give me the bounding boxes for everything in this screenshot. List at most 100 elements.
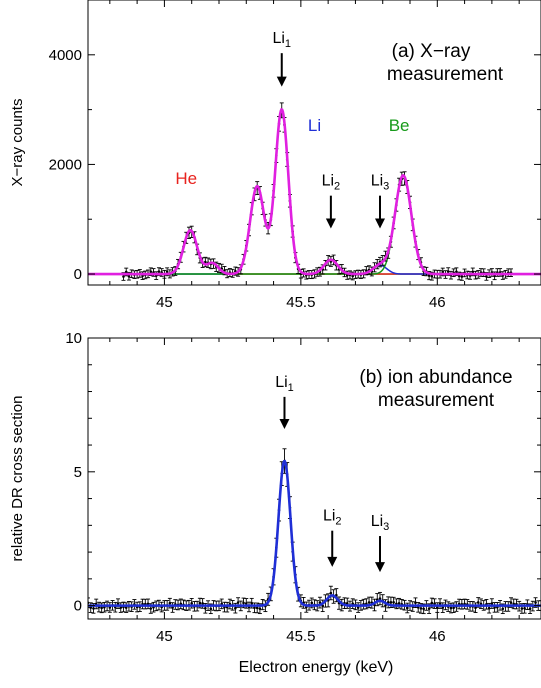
a-y-axis-title: X−ray counts (9, 99, 26, 187)
b-marker-label: Li2 (323, 508, 342, 528)
b-data-point (310, 601, 314, 605)
b-panel-label-line2: measurement (378, 390, 495, 411)
b-total-fit (88, 459, 541, 607)
b-data-point (389, 601, 393, 604)
a-total-fit (88, 107, 541, 276)
b-data-point (244, 602, 248, 605)
b-marker-arrowhead (279, 418, 290, 429)
a-data-point (149, 270, 153, 274)
b-data-point (474, 606, 477, 610)
b-marker-arrowhead (327, 556, 338, 567)
a-marker-subscript: 3 (383, 181, 389, 193)
a-marker-arrowhead (276, 76, 287, 87)
a-axes-frame (87, 0, 541, 286)
b-data-point (534, 601, 537, 604)
a-data-point (165, 270, 169, 274)
panel-a-xray: 45 45.5 46 0 2000 4000 X−ray counts He Li Be Li1 Li… (9, 0, 541, 311)
b-data-point (255, 606, 259, 610)
b-data-point (92, 607, 95, 610)
b-data-point (198, 601, 202, 605)
b-y-axis-title: relative DR cross section (9, 396, 26, 562)
b-data-point (253, 606, 256, 610)
b-axes-frame (87, 337, 541, 620)
a-data-point (430, 274, 434, 278)
a-x-tick-label: 45.5 (286, 294, 315, 311)
b-y-tick-label: 0 (74, 598, 82, 615)
b-data-point (345, 601, 349, 605)
a-marker-subscript: 1 (285, 38, 291, 50)
b-data-point (501, 607, 505, 611)
b-data-point (405, 606, 409, 610)
b-data-point (234, 606, 237, 610)
b-marker-subscript: 3 (383, 521, 389, 533)
b-data-point (441, 606, 445, 609)
b-y-tick-label: 10 (65, 330, 82, 347)
b-marker-subscript: 1 (288, 382, 294, 394)
b-plot-area (88, 448, 541, 615)
b-data-point (528, 607, 532, 611)
a-group-label-be: Be (389, 116, 410, 135)
a-data-point (441, 270, 445, 274)
b-x-tick-label: 45 (156, 628, 173, 645)
b-data-point (100, 606, 103, 610)
b-data-point (119, 606, 123, 609)
a-marker-subscript: 2 (334, 181, 340, 193)
b-data-point (168, 601, 172, 605)
a-data-point (351, 274, 355, 278)
a-data-point (460, 275, 464, 278)
b-data-point (520, 607, 524, 610)
b-data-point (392, 601, 395, 604)
a-y-tick-label: 0 (74, 266, 82, 283)
a-marker-label: Li3 (371, 173, 390, 193)
a-group-label-li: Li (308, 116, 321, 135)
a-y-tick-label: 4000 (49, 47, 82, 64)
b-data-point (149, 607, 153, 610)
b-data-point (242, 601, 245, 605)
a-data-point (157, 270, 161, 273)
a-marker-label: Li2 (322, 173, 341, 193)
a-marker-label: Li1 (272, 30, 291, 50)
b-data-point (449, 606, 453, 610)
a-data-point (485, 275, 488, 278)
b-marker-label: Li3 (371, 513, 390, 533)
b-data-point (89, 606, 93, 609)
a-data-point (455, 270, 458, 274)
b-data-point (422, 607, 425, 611)
a-data-point (446, 270, 450, 273)
panel-b-ion-abundance: 45 45.5 46 0 5 10 relative DR cross section Li1… (9, 330, 541, 645)
b-data-point (367, 601, 371, 604)
b-data-point (476, 601, 480, 604)
b-data-point (397, 601, 401, 605)
b-data-point (236, 601, 240, 604)
a-data-point (124, 270, 128, 274)
b-marker-label: Li1 (275, 374, 294, 394)
b-data-points (88, 448, 541, 615)
b-y-tick-label: 5 (74, 464, 82, 481)
a-y-tick-label: 2000 (49, 156, 82, 173)
a-fit-he (88, 229, 541, 275)
b-data-point (250, 601, 254, 605)
b-x-tick-label: 45.5 (286, 628, 315, 645)
b-data-point (438, 602, 442, 605)
a-x-tick-label: 45 (156, 294, 173, 311)
b-panel-label: (b) ion abundance (359, 367, 512, 388)
a-plot-area (88, 102, 541, 281)
a-marker-arrowhead (325, 218, 336, 229)
b-x-tick-label: 46 (429, 628, 446, 645)
a-panel-label-line2: measurement (387, 64, 504, 85)
b-data-point (523, 607, 526, 610)
b-data-point (419, 607, 423, 610)
b-data-point (329, 591, 333, 595)
a-data-point (471, 270, 475, 274)
b-data-point (430, 601, 434, 605)
b-data-point (124, 606, 128, 609)
a-data-point (127, 274, 131, 278)
a-data-point (122, 275, 125, 278)
b-marker-arrowhead (374, 562, 385, 573)
b-data-point (452, 606, 455, 610)
b-data-point (356, 606, 360, 609)
a-panel-label: (a) X−ray (392, 41, 471, 62)
b-data-point (209, 607, 213, 611)
